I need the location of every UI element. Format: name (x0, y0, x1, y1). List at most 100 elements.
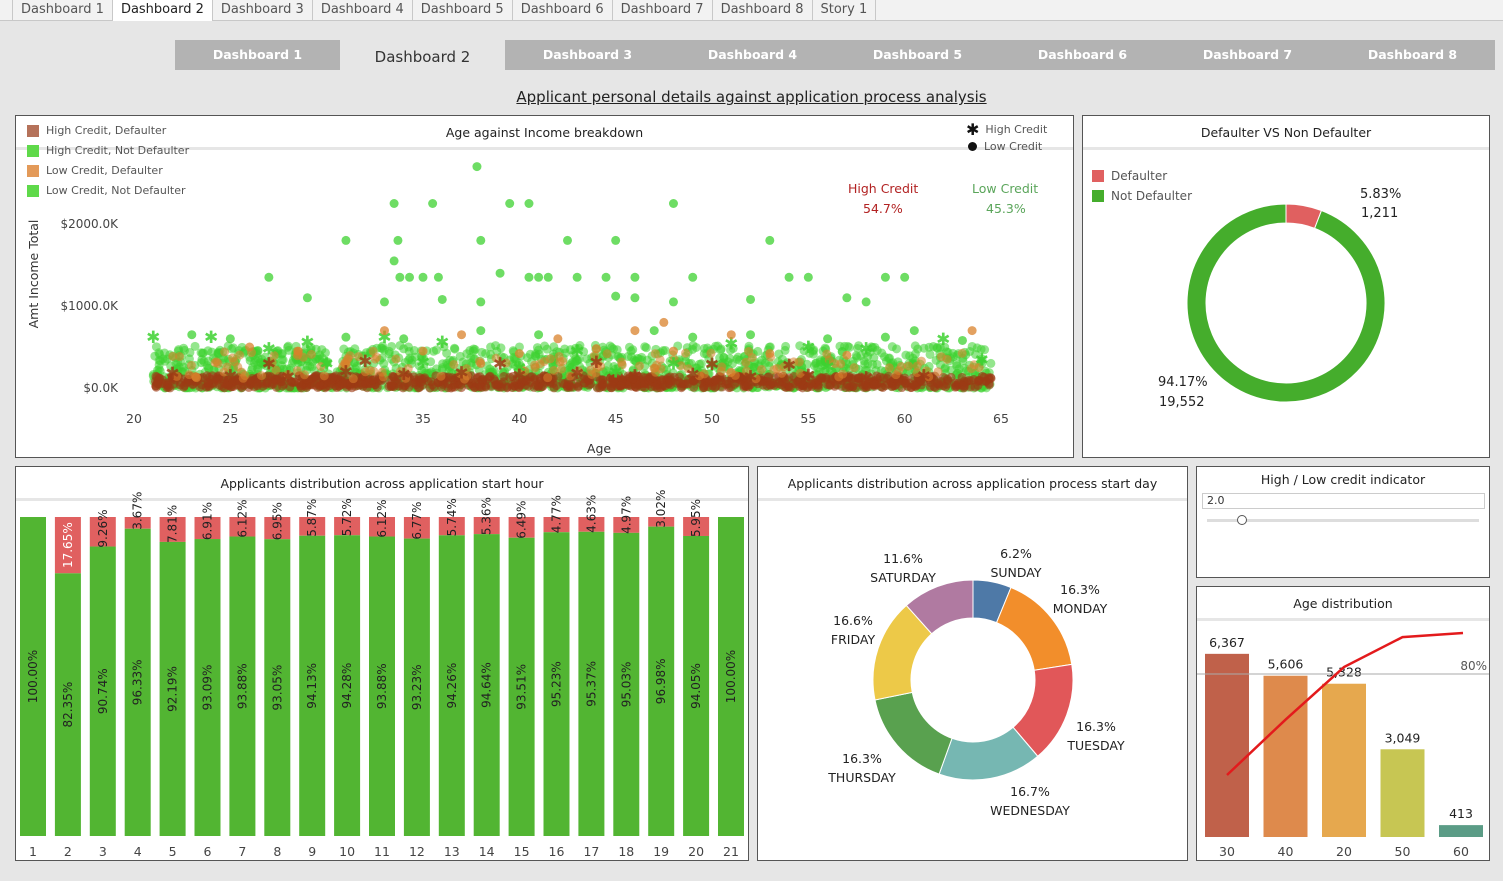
nav-button-dashboard-7[interactable]: Dashboard 7 (1165, 40, 1330, 70)
nav-button-dashboard-5[interactable]: Dashboard 5 (835, 40, 1000, 70)
scatter-point (543, 272, 553, 282)
slice-pct-label: 6.2% (1000, 546, 1032, 561)
scatter-point (245, 356, 255, 366)
sheet-tab-6[interactable]: Dashboard 6 (513, 0, 613, 21)
sheet-tab-3[interactable]: Dashboard 3 (213, 0, 313, 21)
scatter-point (925, 349, 935, 359)
scatter-point: ✱ (358, 352, 372, 372)
scatter-point (638, 372, 648, 382)
nav-button-dashboard-2[interactable]: Dashboard 2 (374, 48, 471, 66)
sheet-tab-5[interactable]: Dashboard 5 (413, 0, 513, 21)
scatter-point (539, 356, 549, 366)
scatter-point (741, 357, 751, 367)
scatter-point: ✱ (782, 356, 796, 376)
scatter-point (433, 272, 443, 282)
defaulter-donut-chart[interactable] (1083, 116, 1489, 457)
x-tick-label: 20 (126, 411, 142, 426)
start-day-donut-chart[interactable]: 6.2% SUNDAY 16.3% MONDAY 16.3% TUESDAY 16.7% WE… (758, 467, 1187, 860)
not-defaulter-bar (438, 535, 465, 836)
scatter-point (319, 371, 329, 381)
y-tick-label: $2000.0K (61, 217, 120, 231)
scatter-point (220, 347, 230, 357)
scatter-point (743, 380, 753, 390)
bar-value-label: 17.65% (61, 522, 75, 568)
bar-value-label: 100.00% (724, 650, 738, 703)
scatter-point (462, 349, 472, 359)
age-bar (1322, 683, 1366, 837)
scatter-point: ✱ (589, 353, 603, 373)
bar-value-label: 6.12% (375, 499, 389, 537)
bar-value-label: 94.28% (340, 663, 354, 709)
credit-slider-track[interactable] (1207, 519, 1479, 522)
scatter-point (587, 369, 597, 379)
scatter-point: ✱ (339, 363, 353, 383)
dense-data-band (148, 340, 996, 393)
scatter-legend-item[interactable]: High Credit, Defaulter (27, 124, 166, 137)
scatter-point (834, 372, 844, 382)
nav-button-dashboard-6[interactable]: Dashboard 6 (1000, 40, 1165, 70)
defaulter-bar (543, 517, 570, 533)
scatter-plot[interactable]: $0.0K $1000.0K $2000.0K 20 25 30 35 40 45 50 55 60 6… (16, 116, 1073, 457)
scatter-point: ✱ (859, 340, 873, 360)
scatter-point (491, 341, 501, 351)
scatter-legend-item[interactable]: Low Credit, Not Defaulter (27, 184, 185, 197)
scatter-point (765, 235, 775, 245)
scatter-point (880, 332, 890, 342)
sheet-tab-1[interactable]: Dashboard 1 (12, 0, 113, 21)
nav-button-dashboard-3[interactable]: Dashboard 3 (505, 40, 670, 70)
scatter-point (765, 349, 775, 359)
scatter-point (169, 379, 179, 389)
scatter-point (872, 345, 882, 355)
scatter-point (477, 347, 487, 357)
scatter-point (910, 341, 920, 351)
sheet-tab-9[interactable]: Story 1 (813, 0, 877, 21)
scatter-point (395, 340, 405, 350)
scatter-point (986, 358, 996, 368)
scatter-point (611, 291, 621, 301)
scatter-point (668, 346, 678, 356)
credit-indicator-input[interactable]: 2.0 (1202, 493, 1485, 509)
scatter-point (957, 348, 967, 358)
scatter-point (357, 379, 367, 389)
scatter-point (942, 354, 952, 364)
slice-pct-label: 16.7% (1010, 784, 1050, 799)
scatter-point (302, 293, 312, 303)
scatter-point (293, 346, 303, 356)
sheet-tab-8[interactable]: Dashboard 8 (713, 0, 813, 21)
scatter-legend-item[interactable]: Low Credit, Defaulter (27, 164, 163, 177)
low-credit-pct: 45.3% (986, 201, 1026, 216)
credit-slider-thumb[interactable] (1237, 515, 1248, 525)
bar-value-label: 4.77% (550, 495, 564, 533)
scatter-point (476, 358, 486, 368)
start-hour-bar-chart[interactable]: 100.00% 1 82.35% 17.65% 2 90.74% 9.26% 3 96.33% 3… (16, 467, 748, 860)
slice-day-label: MONDAY (1053, 601, 1108, 616)
scatter-point (171, 358, 181, 368)
scatter-point (896, 362, 906, 372)
x-tick-label: 55 (800, 411, 816, 426)
x-tick-label: 7 (238, 844, 246, 859)
nav-button-dashboard-4[interactable]: Dashboard 4 (670, 40, 835, 70)
sheet-tab-4[interactable]: Dashboard 4 (313, 0, 413, 21)
nav-button-dashboard-1[interactable]: Dashboard 1 (175, 40, 340, 70)
nav-button-dashboard-8[interactable]: Dashboard 8 (1330, 40, 1495, 70)
scatter-point (245, 342, 255, 352)
scatter-point (203, 378, 213, 388)
scatter-point (558, 356, 568, 366)
scatter-point (426, 357, 436, 367)
sheet-tab-7[interactable]: Dashboard 7 (613, 0, 713, 21)
scatter-point (277, 348, 287, 358)
scatter-point (185, 348, 195, 358)
x-tick-label: 2 (64, 844, 72, 859)
slice-pct-label: 11.6% (883, 551, 923, 566)
scatter-legend-item[interactable]: High Credit, Not Defaulter (27, 144, 189, 157)
scatter-point (591, 344, 601, 354)
defaulter-bar (683, 517, 710, 536)
scatter-point (765, 380, 775, 390)
slice-day-label: FRIDAY (831, 632, 876, 647)
scatter-point: ✱ (223, 367, 237, 387)
sheet-tab-2[interactable]: Dashboard 2 (112, 0, 213, 21)
scatter-point (476, 326, 486, 336)
scatter-point (880, 272, 890, 282)
scatter-point (795, 341, 805, 351)
